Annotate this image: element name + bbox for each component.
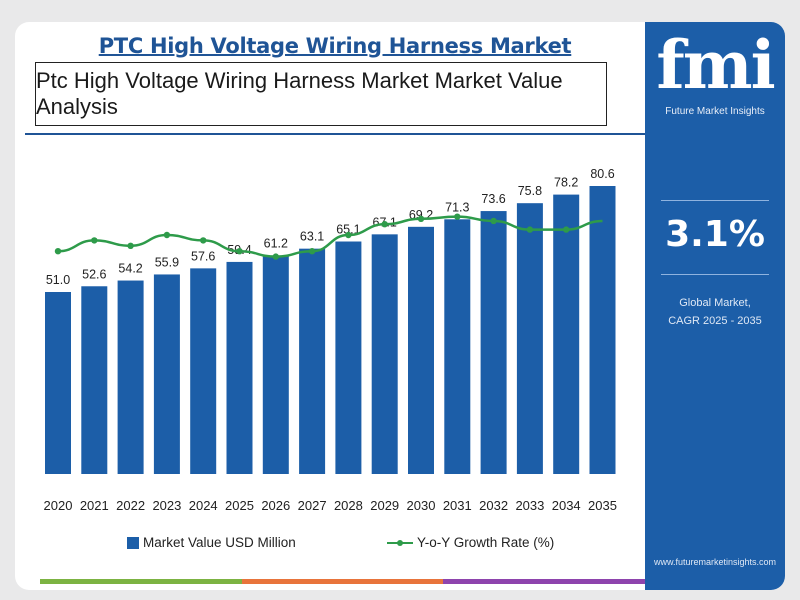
growth-point-2026 <box>272 253 279 260</box>
color-bar-green <box>40 579 242 584</box>
data-label-2022: 54.2 <box>118 262 142 276</box>
chart-card: PTC High Voltage Wiring Harness Market P… <box>15 22 785 590</box>
data-label-2035: 80.6 <box>590 167 614 181</box>
data-label-2026: 61.2 <box>264 236 288 250</box>
growth-point-2024 <box>200 237 207 244</box>
bar-2021 <box>81 286 108 474</box>
growth-point-2033 <box>526 226 534 233</box>
bar-2024 <box>190 268 217 474</box>
cagr-label-line1: Global Market, <box>679 297 751 309</box>
website-link[interactable]: www.futuremarketinsights.com <box>653 557 777 567</box>
bar-2022 <box>117 280 144 474</box>
bar-2029 <box>371 234 398 474</box>
bar-2034 <box>553 194 580 474</box>
growth-point-2030 <box>417 215 425 222</box>
bar-2020 <box>45 292 71 474</box>
title-divider <box>25 133 645 135</box>
bar-2035 <box>589 186 616 474</box>
x-tick-2033: 2033 <box>515 498 544 513</box>
data-label-2020: 51.0 <box>46 273 70 287</box>
bar-line-chart: 51.0 2020 52.6 2021 54.2 2022 55.9 2023 57.6 2024… <box>44 167 617 513</box>
x-tick-2028: 2028 <box>334 498 363 513</box>
x-tick-2024: 2024 <box>189 498 218 513</box>
bar-2031 <box>444 219 471 474</box>
data-label-2027: 63.1 <box>300 230 324 244</box>
bar-2025 <box>226 261 253 474</box>
bar-2030 <box>408 226 434 474</box>
color-bar-purple <box>443 579 646 584</box>
data-label-2032: 73.6 <box>481 192 505 206</box>
x-tick-2020: 2020 <box>44 498 73 513</box>
growth-point-2028 <box>345 231 352 239</box>
legend-swatch-line <box>387 537 413 549</box>
growth-point-2022 <box>127 242 134 249</box>
x-tick-2021: 2021 <box>80 498 109 513</box>
data-label-2031: 71.3 <box>445 200 469 214</box>
bar-2028 <box>335 241 362 474</box>
data-label-2034: 78.2 <box>554 176 578 190</box>
growth-point-2032 <box>490 217 497 225</box>
page-title: PTC High Voltage Wiring Harness Market <box>98 34 572 58</box>
growth-point-2025 <box>236 248 243 255</box>
data-label-2028: 65.1 <box>336 223 360 237</box>
growth-rate-line <box>57 215 603 258</box>
data-label-2021: 52.6 <box>82 267 106 281</box>
sidebar-rule-bottom <box>661 274 769 275</box>
bar-2027 <box>299 248 326 474</box>
cagr-value: 3.1% <box>665 214 765 255</box>
growth-point-2034 <box>563 226 570 233</box>
bar-2032 <box>480 211 507 474</box>
legend-label-market-value: Market Value USD Million <box>143 535 296 550</box>
x-tick-2026: 2026 <box>261 498 290 513</box>
data-label-2023: 55.9 <box>155 255 179 269</box>
cagr-label-line2: CAGR 2025 - 2035 <box>668 315 762 327</box>
sidebar-panel: fmi Future Market Insights 3.1% Global M… <box>645 22 785 590</box>
legend-label-growth-rate: Y-o-Y Growth Rate (%) <box>417 535 555 550</box>
x-tick-2025: 2025 <box>225 498 254 513</box>
x-tick-2029: 2029 <box>370 498 399 513</box>
bar-2033 <box>516 203 543 474</box>
x-tick-2031: 2031 <box>443 498 472 513</box>
sidebar-rule-top <box>661 200 769 201</box>
fmi-logo: fmi <box>656 26 775 104</box>
growth-point-2031 <box>454 213 461 220</box>
growth-point-2021 <box>91 237 98 244</box>
data-label-2024: 57.6 <box>191 249 215 263</box>
bar-2023 <box>153 274 180 474</box>
bar-2026 <box>262 255 289 474</box>
x-tick-2027: 2027 <box>298 498 327 513</box>
growth-point-2023 <box>163 231 171 239</box>
logo-caption: Future Market Insights <box>665 106 765 117</box>
chart-subtitle: Ptc High Voltage Wiring Harness Market M… <box>35 62 607 126</box>
growth-point-2029 <box>381 221 388 228</box>
x-tick-2034: 2034 <box>552 498 581 513</box>
color-bar-orange <box>241 579 444 584</box>
growth-point-2020 <box>54 248 62 255</box>
decorative-color-bar <box>40 579 646 584</box>
x-tick-2023: 2023 <box>152 498 181 513</box>
legend-swatch-bar <box>127 536 139 549</box>
cagr-label: Global Market, CAGR 2025 - 2035 <box>645 294 785 330</box>
chart-legend: Market Value USD Million Y-o-Y Growth Ra… <box>15 535 645 555</box>
x-tick-2030: 2030 <box>407 498 436 513</box>
legend-item-growth-rate: Y-o-Y Growth Rate (%) <box>387 535 554 550</box>
growth-point-2027 <box>308 248 316 255</box>
x-tick-2032: 2032 <box>479 498 508 513</box>
data-label-2033: 75.8 <box>518 184 542 198</box>
x-tick-2022: 2022 <box>116 498 145 513</box>
x-tick-2035: 2035 <box>588 498 617 513</box>
legend-item-market-value: Market Value USD Million <box>127 535 296 550</box>
